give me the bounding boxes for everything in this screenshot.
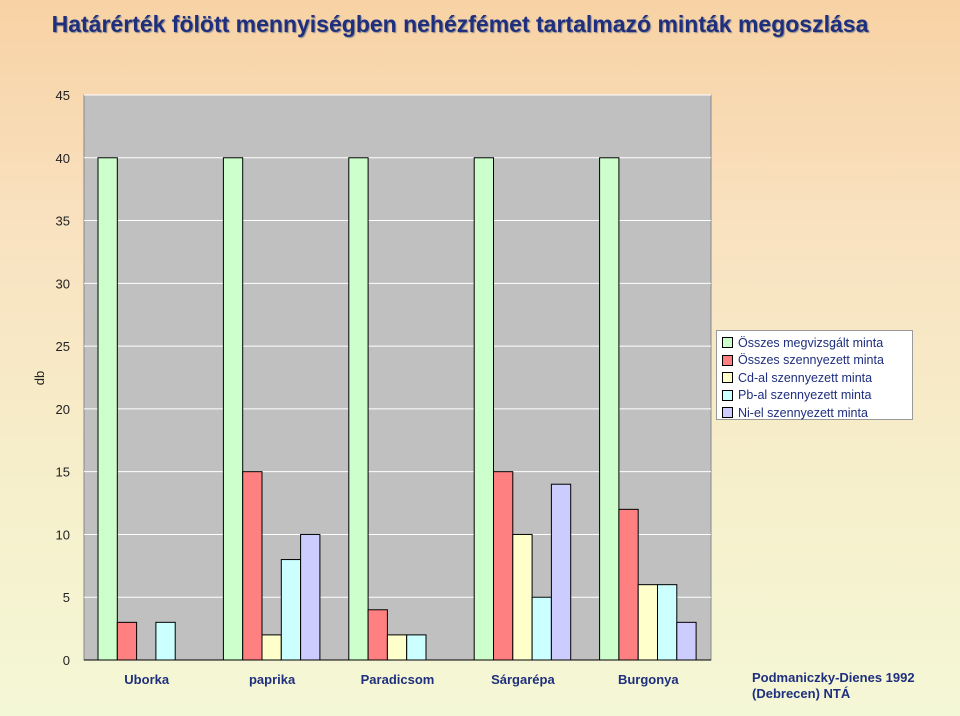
bar bbox=[280, 559, 302, 661]
y-tick-label: 0 bbox=[63, 653, 70, 668]
legend-item: Pb-al szennyezett minta bbox=[722, 387, 912, 405]
y-tick-label: 20 bbox=[56, 402, 70, 417]
y-tick-label: 30 bbox=[56, 276, 70, 291]
x-tick-label: Paradicsom bbox=[361, 672, 435, 687]
chart-title: Határérték fölött mennyiségben nehézféme… bbox=[51, 11, 869, 37]
bar bbox=[550, 483, 572, 661]
y-tick-label: 25 bbox=[56, 339, 70, 354]
legend-item: Cd-al szennyezett minta bbox=[722, 369, 912, 387]
bars bbox=[97, 157, 697, 661]
bar bbox=[116, 621, 138, 661]
bar bbox=[242, 471, 263, 661]
legend-label: Cd-al szennyezett minta bbox=[738, 370, 873, 385]
legend-label: Összes szennyezett minta bbox=[738, 353, 884, 368]
legend-item: Összes megvizsgált minta bbox=[722, 334, 912, 352]
y-tick-label: 45 bbox=[56, 88, 70, 103]
x-tick-label: Burgonya bbox=[618, 672, 679, 687]
legend-label: Ni-el szennyezett minta bbox=[738, 405, 868, 420]
legend-label: Pb-al szennyezett minta bbox=[738, 388, 872, 403]
bar bbox=[386, 634, 408, 661]
bar bbox=[637, 584, 659, 661]
y-axis-ticks: 0 5 10 15 20 25 30 35 40 45 bbox=[56, 88, 70, 668]
bar bbox=[300, 533, 321, 661]
x-tick-label: paprika bbox=[249, 672, 296, 687]
y-tick-label: 15 bbox=[56, 465, 70, 480]
legend-swatch bbox=[722, 337, 733, 349]
x-axis-labels: Uborka paprika Paradicsom Sárgarépa Burgonya bbox=[124, 672, 679, 687]
source-line-1: Podmaniczky-Dienes 1992 bbox=[752, 670, 915, 685]
bar bbox=[657, 584, 678, 661]
source-line-2: (Debrecen) NTÁ bbox=[752, 686, 851, 701]
legend-swatch bbox=[722, 407, 733, 419]
bar bbox=[512, 533, 533, 661]
y-tick-label: 10 bbox=[56, 527, 70, 542]
x-tick-label: Sárgarépa bbox=[491, 672, 555, 687]
bar bbox=[473, 157, 495, 661]
y-tick-label: 5 bbox=[63, 590, 70, 605]
bar bbox=[599, 157, 620, 661]
legend-swatch bbox=[722, 354, 733, 366]
bar bbox=[493, 471, 514, 661]
legend-label: Összes megvizsgált minta bbox=[738, 335, 884, 350]
bar bbox=[261, 634, 282, 661]
y-tick-label: 40 bbox=[56, 151, 70, 166]
bar bbox=[348, 157, 369, 661]
bar bbox=[406, 634, 427, 661]
legend-item: Ni-el szennyezett minta bbox=[722, 404, 912, 422]
bar bbox=[97, 157, 118, 661]
bar bbox=[222, 157, 244, 661]
x-tick-label: Uborka bbox=[124, 672, 170, 687]
bar bbox=[367, 609, 388, 661]
legend-swatch bbox=[722, 372, 733, 384]
bar bbox=[676, 621, 697, 661]
legend: Összes megvizsgált minta Összes szennyeze… bbox=[716, 330, 913, 420]
y-axis-label: db bbox=[32, 371, 47, 385]
legend-item: Összes szennyezett minta bbox=[722, 352, 912, 370]
bar bbox=[618, 508, 639, 661]
legend-swatch bbox=[722, 389, 733, 401]
source-note: Podmaniczky-Dienes 1992 (Debrecen) NTÁ bbox=[752, 670, 915, 702]
bar bbox=[155, 621, 176, 661]
bar bbox=[531, 596, 552, 661]
y-tick-label: 35 bbox=[56, 214, 70, 229]
